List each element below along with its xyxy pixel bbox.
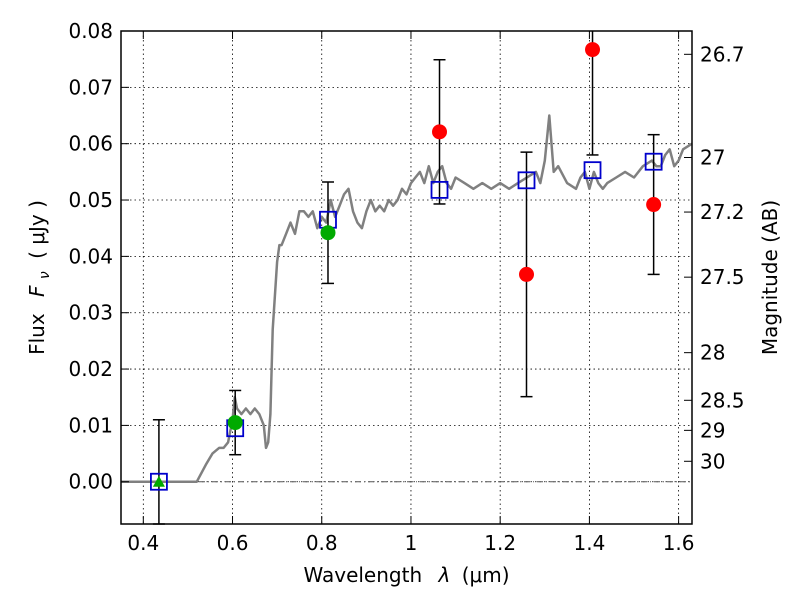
y2-axis-ticks: 26.7 27 27.2 27.5 28 28.5 29 30 [684, 42, 745, 473]
y-axis-label-subscript: ν [37, 271, 53, 279]
observed-red-point [432, 124, 448, 140]
x-axis-label-unit: (μm) [462, 563, 510, 587]
y2-tick-label: 30 [700, 449, 725, 473]
x-tick-label: 0.6 [217, 531, 249, 555]
observed-red-point [585, 42, 601, 58]
x-axis-label-text: Wavelength [303, 563, 422, 587]
observed-red-point [518, 266, 534, 282]
model-photometry-square [150, 472, 168, 491]
model-spectrum [121, 114, 693, 483]
x-axis-label: Wavelength λ (μm) [303, 563, 509, 587]
y2-tick-label: 27 [700, 146, 725, 170]
x-tick-label: 0.8 [306, 531, 338, 555]
model-photometry-square [430, 180, 449, 199]
y-tick-label: 0.00 [68, 470, 113, 494]
observed-green-point [320, 225, 336, 241]
y-tick-label: 0.07 [68, 75, 113, 99]
error-bars [152, 31, 660, 525]
model-photometry-square [644, 152, 663, 171]
y-tick-label: 0.06 [68, 132, 113, 156]
y-tick-label: 0.05 [68, 188, 113, 212]
x-axis-label-symbol: λ [438, 563, 451, 587]
observed-green-point [227, 415, 243, 431]
y2-tick-label: 27.2 [700, 200, 745, 224]
y2-axis-label: Magnitude (AB) [758, 200, 782, 355]
y2-tick-label: 28.5 [700, 388, 745, 412]
observed-green-triangle [152, 475, 165, 487]
x-tick-label: 1 [405, 531, 418, 555]
observed-photometry-markers [152, 42, 662, 487]
y-axis-label: Flux F ν ( μJy ) [25, 200, 54, 355]
y-tick-label: 0.04 [68, 244, 113, 268]
x-tick-label: 1.4 [573, 531, 605, 555]
y-tick-label: 0.01 [68, 413, 113, 437]
x-tick-label: 1.2 [484, 531, 516, 555]
x-tick-label: 1.6 [663, 531, 695, 555]
y-tick-label: 0.03 [68, 301, 113, 325]
y2-tick-label: 26.7 [700, 42, 745, 66]
y2-tick-label: 29 [700, 418, 725, 442]
y-tick-label: 0.02 [68, 357, 113, 381]
x-tick-label: 0.4 [127, 531, 159, 555]
spectrum-line [121, 114, 693, 483]
x-axis-ticks: 0.4 0.6 0.8 1 1.2 1.4 1.6 [127, 31, 695, 555]
grid-lines [121, 30, 692, 524]
y-axis-ticks: 0.00 0.01 0.02 0.03 0.04 0.05 0.06 0.07 0.08 [68, 19, 129, 494]
y-axis-label-text: Flux [25, 313, 49, 355]
model-photometry-square [583, 161, 602, 180]
y-axis-label-unit: ( μJy ) [25, 200, 49, 259]
y-tick-label: 0.08 [68, 19, 113, 43]
y-axis-label-symbol: F [25, 285, 49, 297]
model-photometry-square [517, 171, 536, 190]
y2-tick-label: 27.5 [700, 265, 745, 289]
y2-tick-label: 28 [700, 341, 725, 365]
plot-frame [120, 30, 693, 525]
observed-red-point [646, 197, 662, 213]
